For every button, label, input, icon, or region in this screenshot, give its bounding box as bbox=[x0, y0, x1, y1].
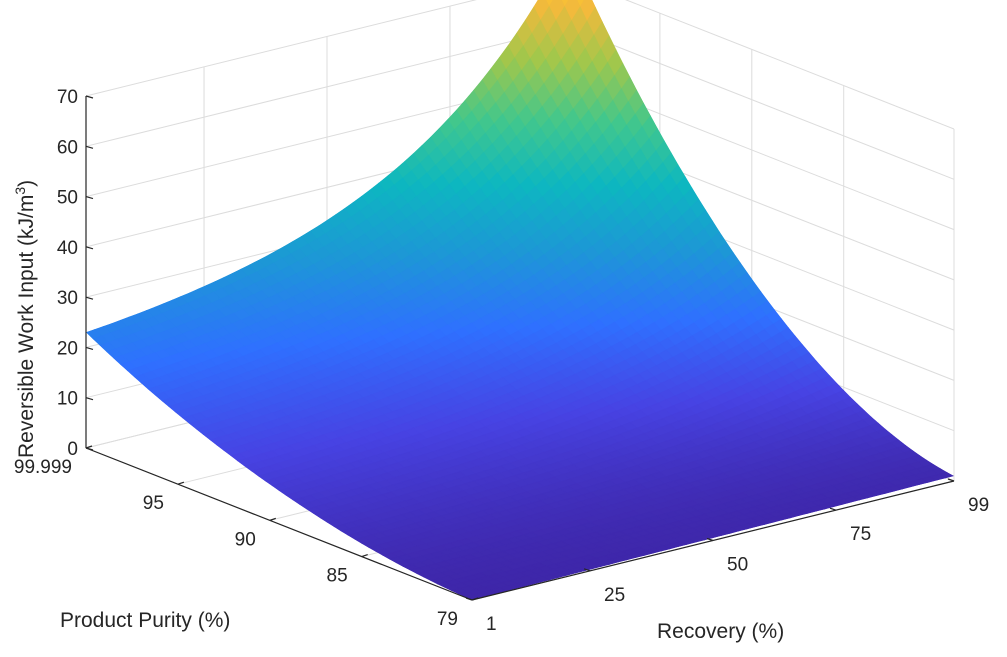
x-tick-label: 1 bbox=[486, 614, 497, 635]
z-tick-mark bbox=[85, 346, 94, 351]
z-tick-label: 10 bbox=[57, 389, 78, 410]
x-tick-label: 99 bbox=[968, 495, 989, 516]
z-tick-mark bbox=[85, 195, 94, 200]
z-axis-label-main: Reversible Work Input (kJ/m bbox=[15, 195, 38, 458]
y-axis-label: Product Purity (%) bbox=[60, 609, 230, 632]
z-tick-mark bbox=[85, 397, 94, 401]
x-tick-label: 75 bbox=[850, 524, 871, 545]
surface bbox=[86, 0, 954, 601]
grid-line-z bbox=[85, 0, 955, 130]
z-tick-label: 50 bbox=[57, 188, 78, 209]
x-tick-label: 25 bbox=[604, 585, 625, 606]
z-tick-label: 30 bbox=[57, 288, 78, 309]
z-tick-mark bbox=[85, 246, 94, 250]
z-tick-label: 20 bbox=[57, 338, 78, 359]
z-axis-label-sup: 3 bbox=[12, 187, 28, 195]
y-tick-label: 99.999 bbox=[14, 457, 72, 478]
z-tick-mark bbox=[85, 145, 94, 149]
z-tick-mark bbox=[85, 296, 94, 300]
z-axis-label-end: ) bbox=[15, 180, 38, 187]
z-tick-label: 0 bbox=[67, 439, 78, 460]
surface-mesh bbox=[86, 0, 954, 601]
y-tick-label: 90 bbox=[235, 529, 256, 550]
z-tick-mark bbox=[85, 95, 94, 99]
y-tick-label: 95 bbox=[143, 493, 164, 514]
z-axis-label: Reversible Work Input (kJ/m3) bbox=[12, 180, 38, 458]
z-tick-label: 70 bbox=[57, 87, 78, 108]
z-tick-label: 60 bbox=[57, 137, 78, 158]
x-tick-label: 50 bbox=[727, 555, 748, 576]
y-tick-label: 85 bbox=[327, 566, 348, 587]
x-axis-label: Recovery (%) bbox=[657, 620, 784, 643]
z-tick-label: 40 bbox=[57, 238, 78, 259]
y-tick-label: 79 bbox=[437, 609, 458, 630]
